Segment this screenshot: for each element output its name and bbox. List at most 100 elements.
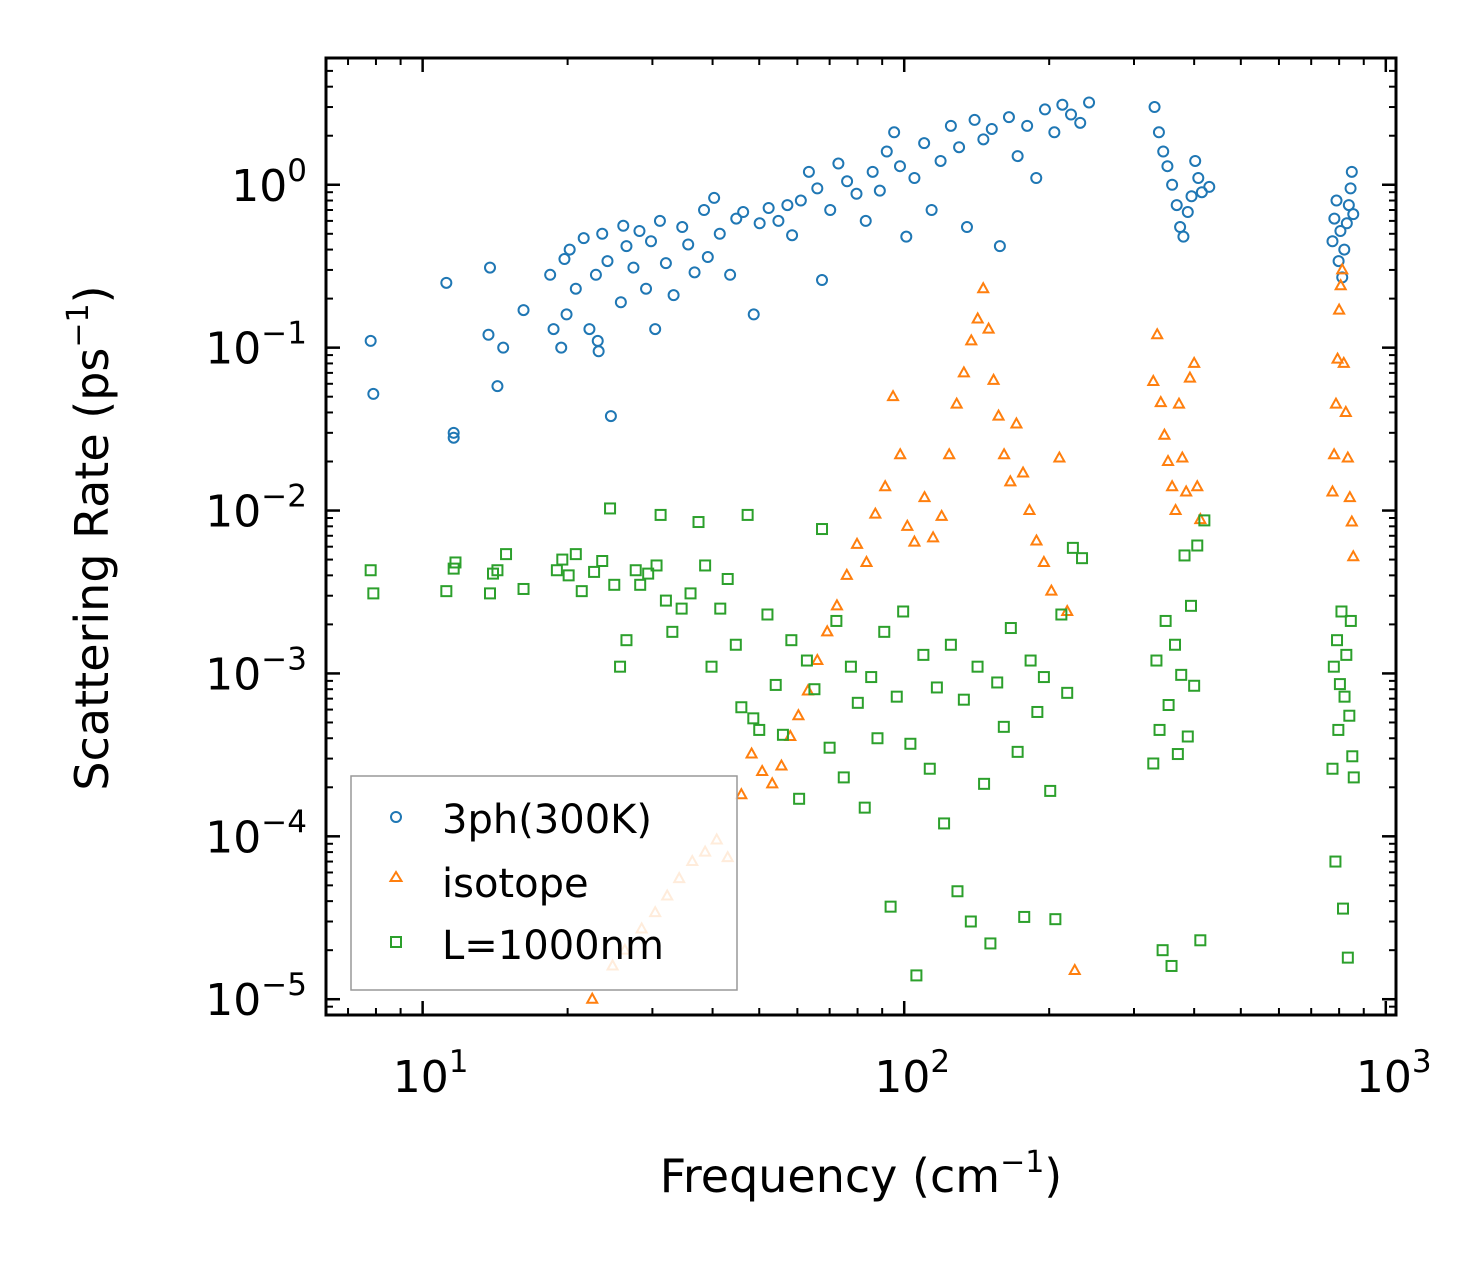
data-point: [659, 257, 672, 270]
data-point: [1343, 709, 1356, 722]
data-point: [1066, 541, 1079, 554]
data-point: [949, 396, 964, 409]
data-point: [1344, 182, 1357, 195]
data-point: [483, 261, 496, 274]
data-point: [737, 206, 750, 219]
legend-label-l1000: L=1000nm: [442, 923, 664, 969]
data-point: [785, 634, 798, 647]
data-point: [908, 172, 921, 185]
data-point: [960, 221, 973, 234]
data-point: [741, 508, 754, 521]
data-point: [1146, 373, 1160, 386]
data-point: [617, 219, 630, 232]
y-tick-label: 10−1: [205, 316, 307, 375]
data-point: [1037, 671, 1050, 684]
data-point: [880, 145, 893, 158]
data-point: [976, 281, 990, 294]
data-point: [364, 564, 377, 577]
y-tick-label: 10−5: [205, 967, 307, 1026]
data-point: [1345, 514, 1359, 527]
data-point: [772, 214, 785, 227]
x-axis-title: Frequency (cm−1): [660, 1145, 1063, 1203]
legend-label-isotope: isotope: [442, 861, 589, 907]
data-point: [991, 676, 1004, 689]
data-point: [1342, 199, 1355, 212]
data-point: [1056, 98, 1069, 111]
data-point: [1325, 484, 1340, 497]
data-point: [981, 321, 996, 334]
data-point: [957, 365, 971, 378]
data-point: [544, 268, 557, 281]
data-point: [729, 638, 742, 651]
data-point: [830, 598, 844, 611]
data-point: [547, 323, 560, 336]
data-point: [851, 696, 864, 709]
data-point: [1161, 160, 1174, 173]
data-point: [1332, 723, 1345, 736]
legend-box: [350, 775, 738, 991]
data-point: [675, 602, 688, 615]
data-point: [926, 530, 940, 543]
data-point: [991, 408, 1006, 421]
data-point: [923, 762, 936, 775]
data-point: [1179, 484, 1193, 497]
data-point: [1192, 172, 1205, 185]
data-point: [824, 203, 837, 216]
legend-marker-l1000: [390, 936, 402, 948]
y-tick-label: 10−4: [205, 804, 307, 863]
data-point: [698, 203, 711, 216]
data-point: [793, 792, 806, 805]
data-point: [878, 479, 892, 492]
data-point: [577, 232, 590, 245]
data-point: [781, 199, 794, 212]
data-point: [1174, 221, 1187, 234]
data-point: [1326, 762, 1339, 775]
data-point: [614, 296, 627, 309]
data-point: [897, 605, 910, 618]
data-point: [1346, 750, 1359, 763]
data-point: [1346, 549, 1360, 562]
data-point: [823, 741, 836, 754]
data-point: [837, 771, 850, 784]
data-point: [893, 160, 906, 173]
data-point: [890, 690, 903, 703]
data-point: [569, 548, 582, 561]
data-point: [794, 194, 807, 207]
x-tick-label: 102: [874, 1044, 950, 1103]
data-point: [592, 345, 605, 358]
data-point: [1159, 614, 1172, 627]
data-point: [1022, 502, 1037, 516]
data-point: [1156, 944, 1169, 957]
data-point: [747, 308, 760, 321]
legend: 3ph(300K) isotope L=1000nm: [350, 775, 738, 991]
data-point: [801, 683, 815, 696]
data-point: [583, 323, 596, 336]
data-point: [497, 341, 510, 354]
data-point: [984, 937, 997, 950]
data-point: [1334, 225, 1347, 238]
data-point: [993, 240, 1006, 253]
data-point: [871, 732, 884, 745]
data-point: [850, 187, 863, 200]
data-point: [918, 137, 931, 150]
data-point: [682, 238, 695, 251]
data-point: [1184, 599, 1197, 612]
data-point: [1038, 103, 1051, 116]
data-point: [816, 523, 829, 536]
data-point: [1333, 678, 1346, 691]
data-point: [997, 447, 1011, 460]
data-point: [755, 763, 769, 777]
data-point: [1166, 178, 1179, 191]
data-point: [1153, 723, 1166, 736]
data-point: [1332, 302, 1346, 315]
data-point: [1154, 395, 1168, 408]
data-point: [1029, 533, 1044, 546]
data-point: [569, 282, 582, 295]
data-point: [884, 900, 897, 913]
data-point: [1171, 748, 1184, 761]
data-point: [783, 728, 797, 742]
data-point: [893, 447, 907, 460]
data-point: [1030, 172, 1043, 185]
data-point: [1343, 490, 1357, 503]
